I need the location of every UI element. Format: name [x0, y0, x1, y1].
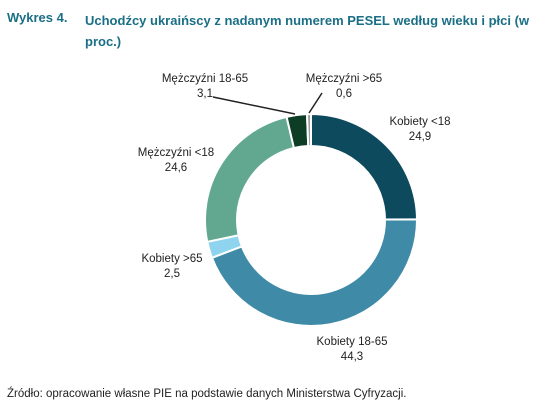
donut-slice-6: [305, 112, 312, 148]
slice-value-3: 2,5: [164, 268, 180, 280]
chart-title-prefix: Wykres 4.: [7, 10, 68, 25]
slice-label-4: Mężczyźni <18: [138, 147, 214, 159]
slice-value-6: 0,6: [336, 88, 352, 100]
slice-value-2: 44,3: [341, 351, 363, 363]
chart-title: Uchodźcy ukraińscy z nadanym numerem PES…: [85, 13, 530, 49]
slice-value-5: 3,1: [197, 88, 213, 100]
slice-value-4: 24,6: [165, 162, 187, 174]
donut-slice-4: [204, 115, 296, 244]
source-note: Źródło: opracowanie własne PIE na podsta…: [7, 388, 407, 400]
leader-line-6: [308, 92, 323, 114]
slice-label-5: Mężczyźni 18-65: [162, 73, 248, 85]
leader-line-5: [212, 96, 296, 115]
donut-slice-1: [310, 112, 419, 221]
slice-label-3: Kobiety >65: [141, 253, 202, 265]
slice-value-1: 24,9: [409, 131, 431, 143]
slice-label-1: Kobiety <18: [389, 116, 450, 128]
slice-label-2: Kobiety 18-65: [317, 336, 388, 348]
slice-label-6: Mężczyźni >65: [306, 73, 382, 85]
donut-slice-2: [210, 218, 418, 327]
